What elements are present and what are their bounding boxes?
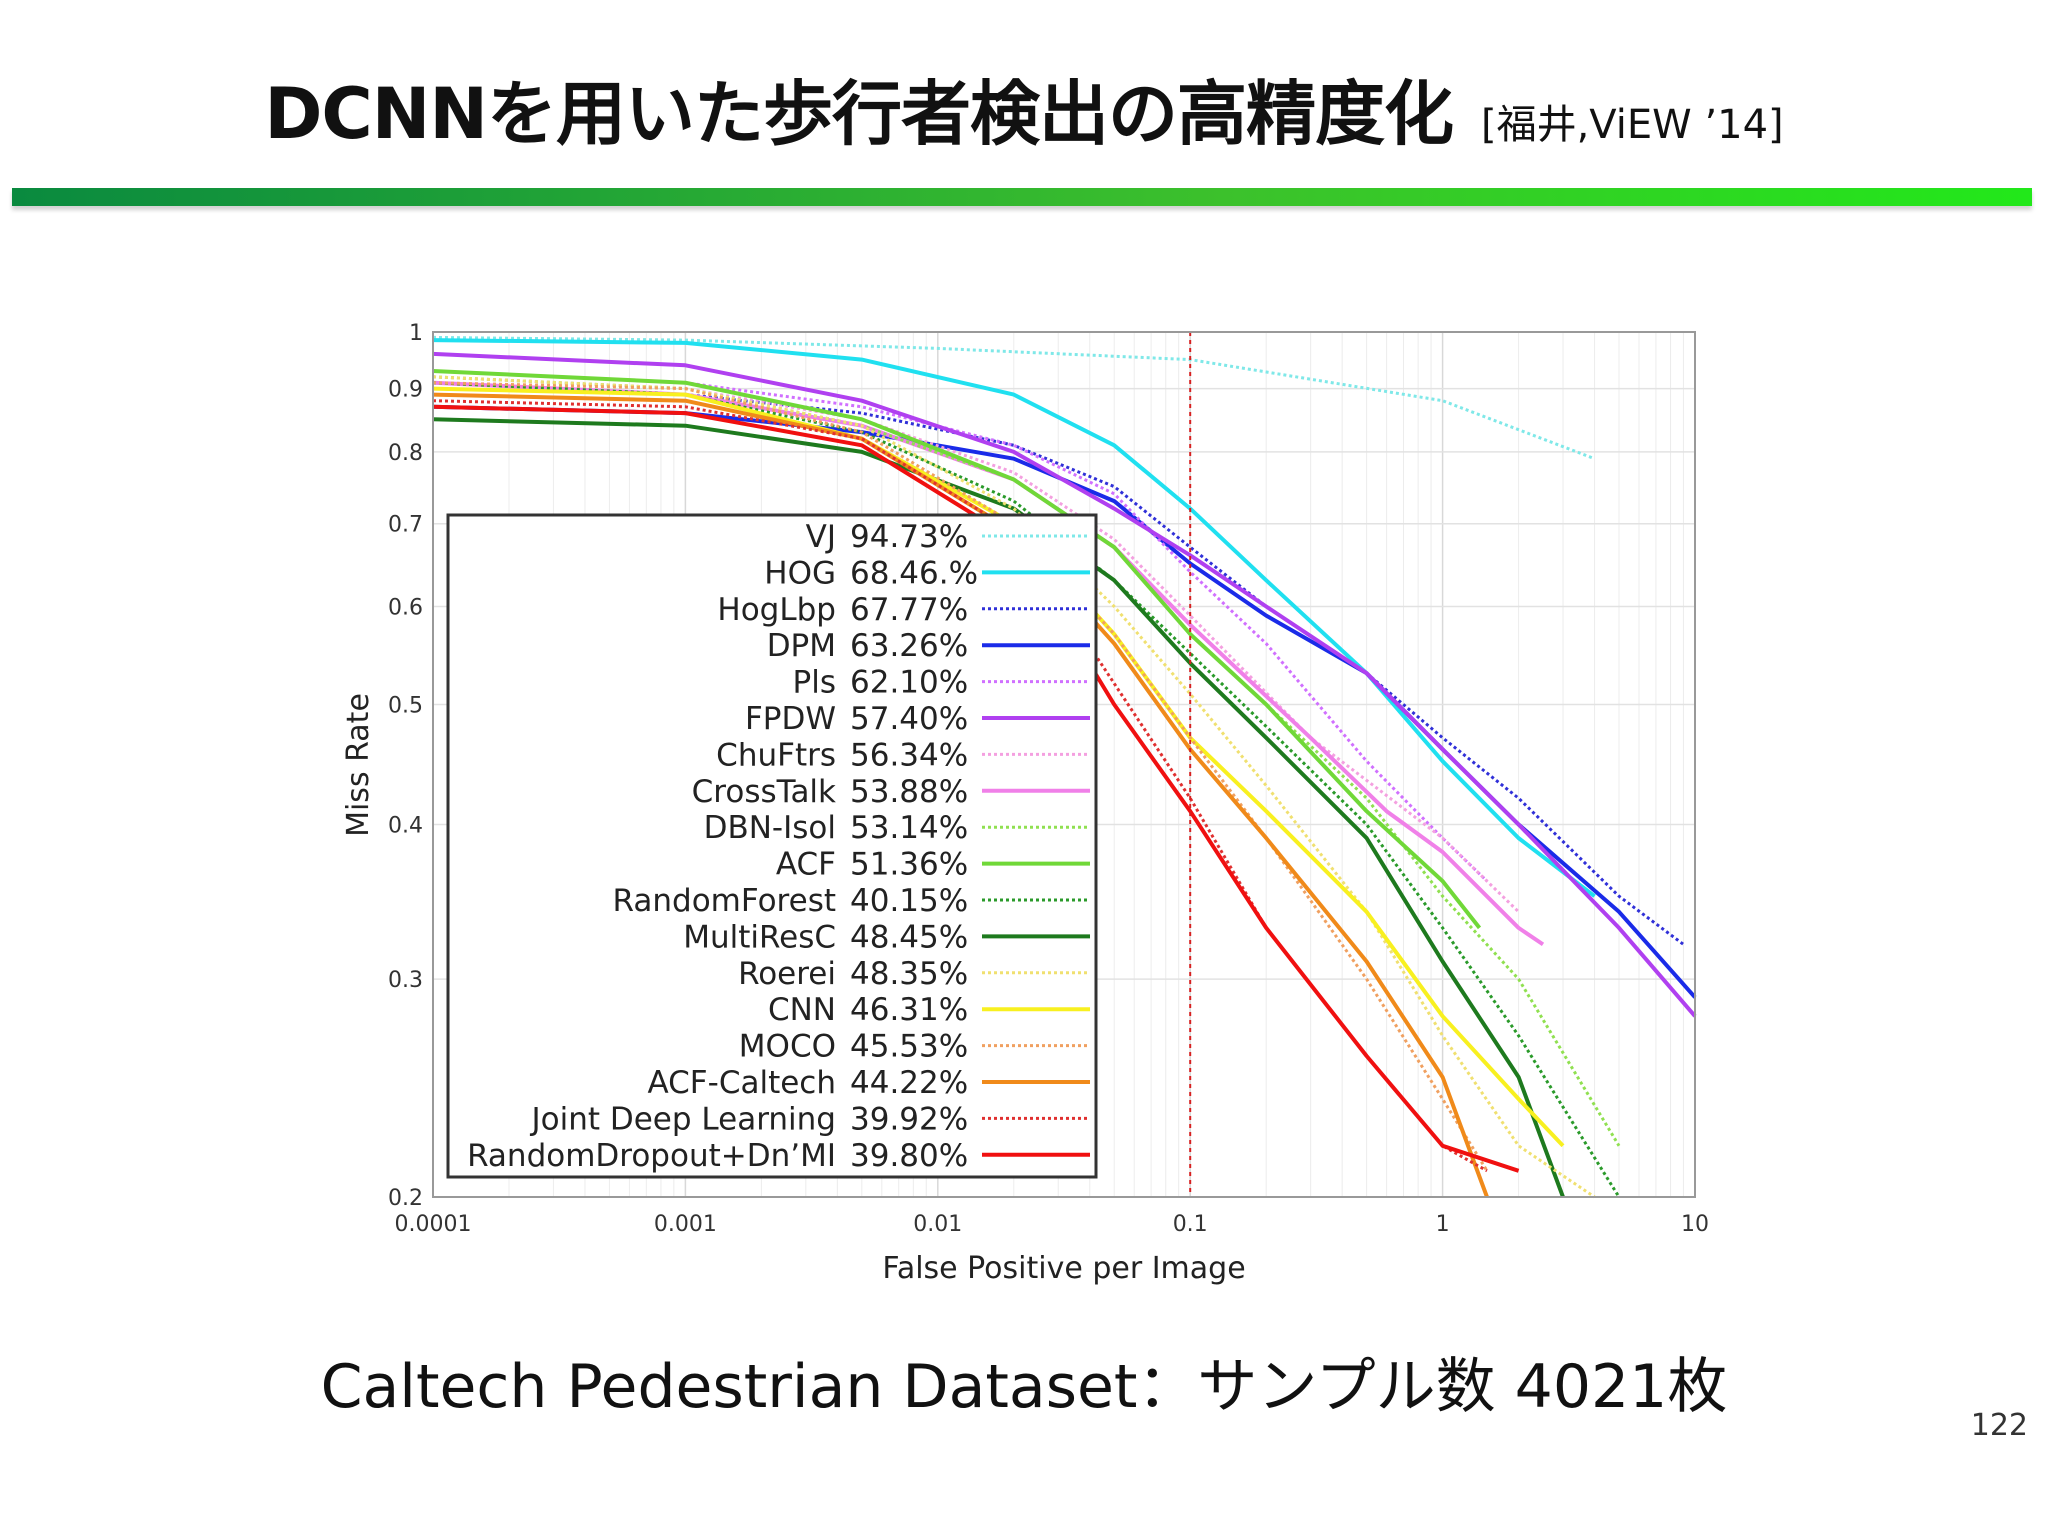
legend-entry-name: ACF: [776, 847, 836, 883]
series-line: [432, 381, 1489, 1172]
x-tick-label: 0.001: [654, 1212, 717, 1237]
citation-text: [福井,ViEW ’14]: [1480, 102, 1784, 148]
plot-frame: [432, 331, 1696, 1198]
legend-entry-name: RandomDropout+Dn’MI: [467, 1138, 836, 1174]
x-tick-label: 0.0001: [395, 1212, 472, 1237]
title-underline-bar: [12, 188, 2032, 206]
x-tick-label: 0.1: [1173, 1212, 1208, 1237]
legend-entry-score: 39.80%: [850, 1138, 968, 1174]
legend-entry-score: 68.46.%: [850, 555, 978, 591]
x-axis-label: False Positive per Image: [882, 1251, 1245, 1286]
series-line: [432, 404, 1520, 1173]
legend-box: [446, 513, 1098, 1179]
legend-entry-name: MultiResC: [683, 919, 836, 955]
y-tick-label: 0.7: [388, 513, 423, 538]
legend-entry-score: 44.22%: [850, 1065, 968, 1101]
legend-entry-score: 63.26%: [850, 628, 968, 664]
series-curves: [432, 335, 1697, 1199]
y-tick-label: 0.3: [388, 968, 423, 993]
legend-entry-score: 67.77%: [850, 592, 968, 628]
legend-entry-score: 51.36%: [850, 847, 968, 883]
legend-entry-name: ACF-Caltech: [648, 1065, 837, 1101]
series-line: [432, 381, 1621, 1198]
legend-entry-name: RandomForest: [613, 883, 836, 919]
title-text: DCNNを用いた歩行者検出の高精度化: [264, 73, 1454, 155]
dataset-caption: Caltech Pedestrian Dataset：サンプル数 4021枚: [320, 1352, 1728, 1422]
x-tick-label: 0.01: [913, 1212, 962, 1237]
legend-entry-score: 45.53%: [850, 1029, 968, 1065]
y-tick-label: 0.4: [388, 813, 423, 838]
legend-entry-name: CNN: [768, 992, 836, 1028]
y-tick-label: 1: [409, 321, 423, 346]
legend-entry-name: HOG: [764, 555, 836, 591]
series-line: [432, 375, 1596, 1199]
legend-entry-name: Roerei: [738, 956, 836, 992]
legend-entry-name: FPDW: [745, 701, 836, 737]
series-line: [432, 369, 1482, 930]
legend-entry-name: ChuFtrs: [716, 737, 836, 773]
legend-entry-score: 48.35%: [850, 956, 968, 992]
legend-entry-score: 53.88%: [850, 774, 968, 810]
legend: VJ 94.73% HOG 68.46.% HogLbp 67.77% DPM 63.26% P…: [446, 513, 1098, 1179]
series-line: [432, 351, 1697, 1018]
series-line: [432, 380, 1545, 947]
y-tick-label: 0.8: [388, 441, 423, 466]
legend-entry-name: HogLbp: [717, 592, 836, 628]
legend-entry-score: 57.40%: [850, 701, 968, 737]
slide-title: DCNNを用いた歩行者検出の高精度化 [福井,ViEW ’14]: [0, 58, 2048, 159]
legend-entry-name: Pls: [793, 665, 836, 701]
legend-entry-name: DBN-Isol: [704, 810, 836, 846]
legend-entry-score: 40.15%: [850, 883, 968, 919]
legend-entry-name: MOCO: [739, 1029, 836, 1065]
legend-entry-score: 46.31%: [850, 992, 968, 1028]
legend-entry-score: 56.34%: [850, 737, 968, 773]
page-number: 122: [1970, 1408, 2028, 1443]
y-axis-label: Miss Rate: [341, 693, 376, 837]
series-line: [432, 375, 1520, 913]
y-tick-label: 0.5: [388, 694, 423, 719]
legend-entry-name: VJ: [806, 519, 836, 555]
tick-labels: 0.0001 0.001 0.01 0.1 1 10 0.2 0.3 0.4 0.5 0.6 0.7 0…: [388, 321, 1709, 1237]
legend-entry-score: 62.10%: [850, 665, 968, 701]
legend-entry-score: 94.73%: [850, 519, 968, 555]
legend-entry-score: 53.14%: [850, 810, 968, 846]
legend-entry-score: 48.45%: [850, 919, 968, 955]
x-tick-label: 10: [1681, 1212, 1709, 1237]
y-tick-label: 0.9: [388, 378, 423, 403]
y-tick-label: 0.2: [388, 1186, 423, 1211]
y-tick-label: 0.6: [388, 596, 423, 621]
legend-entry-name: DPM: [767, 628, 836, 664]
series-line: [432, 335, 1596, 461]
series-line: [432, 399, 1488, 1173]
x-tick-label: 1: [1436, 1212, 1450, 1237]
legend-entry-name: CrossTalk: [692, 774, 836, 810]
series-line: [432, 392, 1489, 1198]
legend-entry-score: 39.92%: [850, 1101, 968, 1137]
legend-entry-name: Joint Deep Learning: [529, 1101, 836, 1137]
